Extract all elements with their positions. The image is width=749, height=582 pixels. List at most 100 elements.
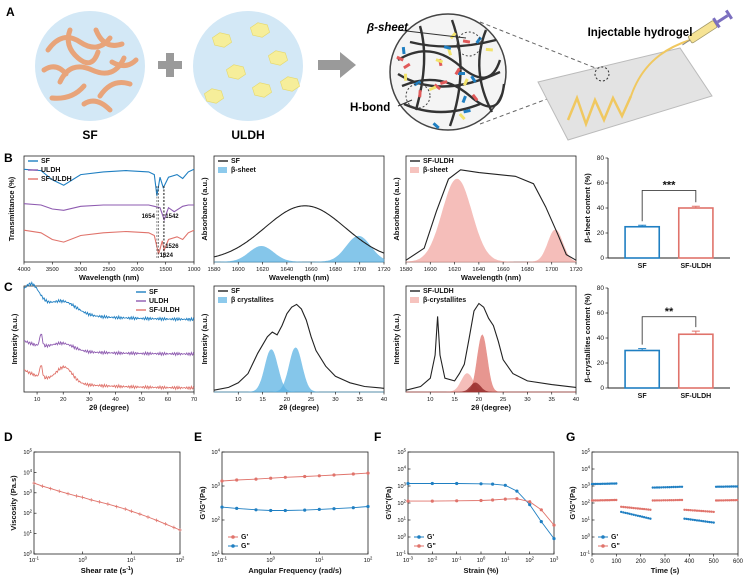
- chart-b3-deconvolution: SF-ULDH β-sheet 1580 1600 1620 1640 1660 1680 17…: [392, 155, 582, 282]
- y-tick-label: 10-1: [580, 550, 591, 559]
- panel-letter-a: A: [6, 5, 15, 19]
- data-point: [146, 515, 150, 519]
- data-point: [406, 499, 410, 503]
- network-segment: [443, 45, 452, 50]
- chart-c1-xrd: SF ULDH SF-ULDH 10 20 30 40 50 60 70 2θ (degree) In…: [10, 280, 197, 412]
- network-strand: [397, 70, 501, 88]
- legend-label: G": [241, 543, 250, 550]
- x-tick-label: 1700: [353, 267, 366, 273]
- data-point: [662, 499, 665, 502]
- x-tick-label: 1000: [188, 267, 201, 273]
- beta-sheet-highlight: [456, 31, 482, 57]
- data-point: [668, 499, 671, 502]
- data-point: [712, 510, 715, 514]
- x-tick-label: 102: [525, 556, 534, 565]
- network-segment: [432, 122, 440, 130]
- data-point: [283, 508, 287, 513]
- plot-frame: [221, 451, 369, 555]
- data-point: [700, 509, 703, 513]
- y-axis-label: Transmittance (%): [7, 176, 16, 241]
- data-point: [406, 481, 410, 486]
- x-tick-label: 1660: [305, 267, 318, 273]
- data-point: [730, 485, 733, 488]
- data-point: [154, 518, 159, 523]
- x-tick-label: 200: [636, 559, 647, 565]
- x-tick-label: 40: [381, 397, 387, 403]
- data-point: [670, 485, 673, 489]
- data-point: [657, 486, 661, 489]
- data-point: [594, 482, 597, 486]
- x-axis-label: Wavelength (nm): [461, 273, 522, 282]
- data-point: [515, 497, 519, 501]
- sf-label: SF: [82, 128, 97, 142]
- network-strands: [396, 19, 506, 130]
- data-point: [634, 507, 637, 510]
- data-point: [645, 508, 648, 511]
- uldh-nanosheet: [212, 32, 232, 48]
- network-segment: [471, 93, 479, 102]
- uldh-nanosheet: [250, 22, 270, 38]
- data-point: [430, 499, 434, 503]
- network-segment: [404, 73, 408, 81]
- data-point: [613, 482, 616, 485]
- data-point: [57, 489, 62, 493]
- x-tick-label: 1500: [159, 267, 172, 273]
- x-tick-label: 1640: [472, 267, 485, 273]
- data-point: [702, 509, 705, 513]
- x-axis-label: Time (s): [651, 566, 680, 575]
- data-point: [479, 482, 483, 486]
- envelope-line: [213, 303, 385, 391]
- x-tick-label: 60: [165, 397, 171, 403]
- hbond-highlight: [405, 83, 431, 109]
- data-point: [685, 508, 688, 512]
- network-segment: [475, 36, 482, 44]
- network-segment: [428, 85, 437, 92]
- network-segment: [433, 83, 442, 91]
- uldh-nanosheet: [252, 82, 272, 98]
- data-point: [735, 498, 739, 502]
- y-tick-label: 101: [23, 529, 32, 538]
- data-point: [674, 498, 677, 502]
- legend-marker: [601, 535, 605, 539]
- uldh-nanosheet: [204, 88, 224, 104]
- syringe-icon: [682, 9, 733, 46]
- legend-label: G": [427, 543, 436, 550]
- network-strand: [403, 102, 481, 114]
- chart-c4-bar: 0 20 40 60 80 SF SF-ULDH ** β-crystallites conte…: [583, 285, 730, 400]
- x-tick-label: 30: [524, 397, 530, 403]
- data-point: [604, 499, 608, 502]
- data-point: [80, 495, 85, 500]
- legend-label: ULDH: [149, 298, 168, 305]
- uldh-nanosheet: [226, 64, 246, 80]
- x-tick-label: 30: [332, 397, 338, 403]
- data-point: [611, 498, 615, 502]
- network-segment: [461, 95, 467, 104]
- data-point: [689, 518, 692, 521]
- y-axis-label: G'/G"(Pa): [198, 486, 207, 520]
- hydrogel-label: Injectable hydrogel: [588, 27, 693, 39]
- data-point: [129, 509, 134, 514]
- plot-frame: [23, 285, 195, 393]
- x-tick-label: 103: [550, 556, 559, 565]
- data-point: [702, 520, 705, 523]
- data-point: [653, 499, 657, 502]
- sf-fiber: [97, 80, 133, 99]
- data-point: [728, 485, 731, 488]
- data-point: [718, 499, 722, 502]
- data-point: [604, 482, 608, 485]
- x-tick-label: 1620: [448, 267, 461, 273]
- data-point: [332, 473, 336, 477]
- legend-label: ULDH: [41, 167, 60, 174]
- network-segment: [396, 55, 404, 62]
- y-tick-label: 40: [597, 335, 605, 342]
- data-point: [638, 515, 642, 518]
- y-tick-label: 102: [581, 499, 590, 508]
- data-point: [674, 485, 677, 489]
- x-tick-label: 100: [611, 559, 622, 565]
- data-point: [613, 498, 616, 502]
- data-point: [722, 485, 725, 488]
- series-line: [408, 498, 555, 526]
- deconvolution-peak: [406, 229, 577, 263]
